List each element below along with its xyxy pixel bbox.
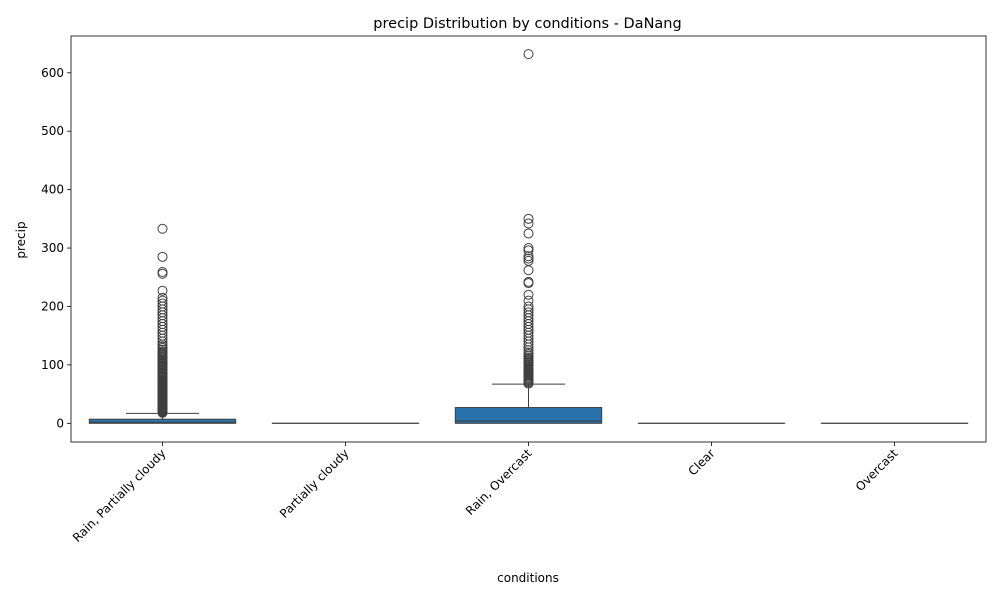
y-axis: 0 100 200 300 400 500 600 — [41, 66, 71, 430]
outlier-point — [523, 213, 534, 224]
outlier-point — [523, 245, 534, 256]
y-tick-label: 200 — [41, 299, 64, 313]
outlier-point — [157, 298, 168, 309]
outlier-point — [523, 295, 534, 306]
outlier-point — [157, 292, 168, 303]
outlier-point — [523, 255, 534, 266]
box-group — [88, 223, 237, 424]
outlier-point — [523, 228, 534, 239]
outlier-point — [523, 307, 534, 318]
y-tick-label: 300 — [41, 241, 64, 255]
outlier-point — [157, 267, 168, 278]
outlier-point — [157, 285, 168, 296]
y-tick-label: 0 — [56, 416, 64, 430]
outlier-point — [157, 295, 168, 306]
iqr-box — [88, 418, 237, 424]
outlier-point — [523, 253, 534, 264]
outlier-point — [523, 243, 534, 254]
outlier-point — [157, 251, 168, 262]
outlier-point — [157, 223, 168, 234]
outlier-point — [523, 218, 534, 229]
outlier-point — [523, 251, 534, 262]
plot-area — [88, 49, 969, 424]
outlier-point — [523, 49, 534, 60]
y-axis-label: precip — [14, 221, 28, 258]
chart-title: precip Distribution by conditions - DaNa… — [373, 16, 681, 32]
outlier-point — [523, 347, 534, 358]
outlier-point — [523, 301, 534, 312]
x-axis-label: conditions — [497, 571, 559, 585]
plot-frame — [70, 35, 987, 443]
outlier-point — [523, 289, 534, 300]
iqr-box — [454, 407, 603, 424]
y-tick-label: 600 — [41, 66, 64, 80]
outlier-point — [523, 276, 534, 287]
y-tick-label: 400 — [41, 183, 64, 197]
y-tick-label: 100 — [41, 358, 64, 372]
box-group — [454, 49, 603, 424]
y-tick-label: 500 — [41, 124, 64, 138]
